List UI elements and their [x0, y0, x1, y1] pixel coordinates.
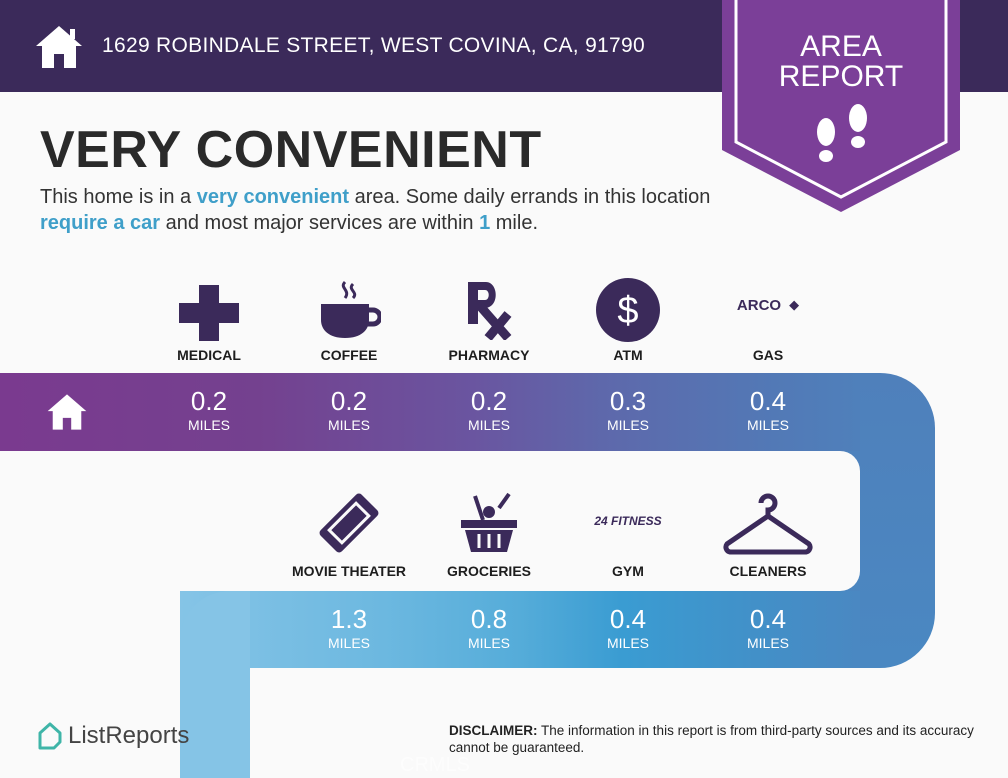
- 24-fitness-logo: 24 FITNESS: [594, 514, 662, 528]
- distance-atm: 0.3 MILES: [606, 386, 649, 433]
- route-row-2: [180, 591, 860, 668]
- rx-icon: [419, 280, 559, 340]
- distance-gym: 0.4 MILES: [606, 604, 649, 651]
- property-address: 1629 ROBINDALE STREET, WEST COVINA, CA, …: [102, 34, 645, 57]
- home-icon: [36, 26, 82, 68]
- description: This home is in a very convenient area. …: [40, 186, 711, 234]
- dollar-icon: $: [558, 278, 698, 342]
- category-movie-theater: MOVIE THEATER: [291, 563, 407, 579]
- category-pharmacy: PHARMACY: [448, 347, 530, 363]
- distance-coffee: 0.2 MILES: [327, 386, 370, 433]
- medical-cross-icon: [139, 285, 279, 341]
- distance-movie-theater: 1.3 MILES: [327, 604, 370, 651]
- distance-cleaners: 0.4 MILES: [746, 604, 789, 651]
- basket-icon: [419, 490, 559, 554]
- distance-groceries: 0.8 MILES: [467, 604, 510, 651]
- category-gym: GYM: [612, 563, 644, 579]
- coffee-cup-icon: [279, 280, 419, 340]
- category-atm: ATM: [613, 347, 643, 363]
- hanger-icon: [698, 492, 838, 556]
- category-cleaners: CLEANERS: [729, 563, 807, 579]
- distance-pharmacy: 0.2 MILES: [467, 386, 510, 433]
- badge-line-2: REPORT: [778, 60, 904, 93]
- distance-gas: 0.4 MILES: [746, 386, 789, 433]
- arco-logo: ARCO ◆: [736, 296, 800, 314]
- route-row-1: [0, 373, 860, 451]
- category-gas: GAS: [752, 347, 784, 363]
- listreports-logo: ListReports: [38, 722, 189, 750]
- distance-medical: 0.2 MILES: [187, 386, 230, 433]
- home-start-icon: [47, 394, 87, 430]
- watermark: CRMLS: [400, 754, 471, 776]
- ticket-icon: [279, 490, 419, 556]
- disclaimer: DISCLAIMER: The information in this repo…: [449, 723, 974, 755]
- route-turn-left: [180, 591, 250, 778]
- headline: VERY CONVENIENT: [40, 121, 542, 179]
- svg-text:$: $: [617, 290, 638, 332]
- area-report-badge: [722, 0, 960, 212]
- badge-line-1: AREA: [800, 30, 882, 63]
- category-coffee: COFFEE: [320, 347, 378, 363]
- category-groceries: GROCERIES: [446, 563, 531, 579]
- category-medical: MEDICAL: [177, 347, 241, 363]
